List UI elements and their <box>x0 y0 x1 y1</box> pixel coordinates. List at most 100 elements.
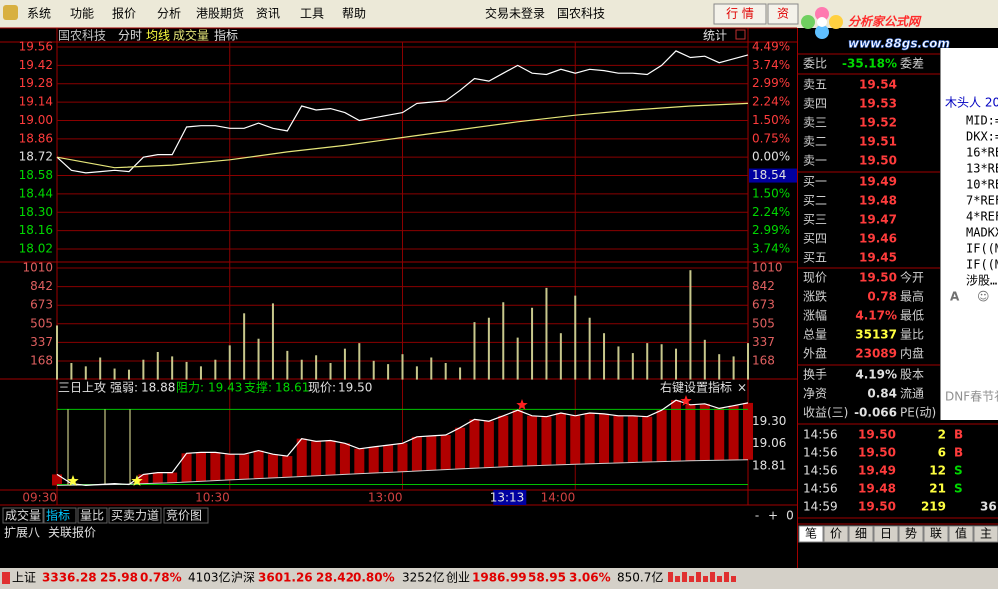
volume-tick-label: 168 <box>752 354 775 368</box>
stats-label[interactable]: 统计 <box>703 29 727 43</box>
indicator-tick-label: 19.06 <box>752 436 786 450</box>
volume-bar <box>199 366 202 380</box>
panel-label: 卖五 <box>803 78 827 92</box>
indicator-bar <box>52 474 62 486</box>
stats-box[interactable] <box>735 29 746 40</box>
y-tick-label: 19.42 <box>19 58 53 72</box>
panel-tab-label[interactable]: 主 <box>980 527 992 541</box>
volume-bar <box>487 317 490 380</box>
volume-tick-label: 505 <box>752 316 775 330</box>
tick-side: B <box>954 446 963 460</box>
top-button-label[interactable]: 资 <box>777 7 789 21</box>
header-series: 均线 <box>146 29 170 43</box>
index-field: 1986.99 <box>472 571 527 585</box>
menu-item[interactable]: 帮助 <box>342 7 366 21</box>
panel-tab[interactable] <box>923 525 949 543</box>
panel-label: 买三 <box>803 213 827 227</box>
menu-item[interactable]: 分析 <box>157 7 181 21</box>
sub-tab[interactable]: 关联报价 <box>48 525 96 540</box>
bottom-tab[interactable] <box>43 507 77 524</box>
indicator-bar <box>282 456 293 478</box>
panel-tab-label[interactable]: 笔 <box>805 526 817 541</box>
popup-icon[interactable]: A <box>950 290 960 304</box>
bottom-tab-label[interactable]: 竞价图 <box>166 509 202 523</box>
popup-icon[interactable]: ☺ <box>977 290 990 304</box>
volume-tick-label: 842 <box>752 279 775 293</box>
menu-item[interactable]: 港股期货 <box>196 6 244 21</box>
status-meter <box>710 572 715 582</box>
indicator-bar <box>699 403 710 461</box>
panel-tab[interactable] <box>798 525 824 543</box>
header-item[interactable]: 指标 <box>214 28 238 43</box>
indicator-bar <box>743 402 753 460</box>
index-name: 上证 <box>12 571 36 585</box>
bottom-tab-label[interactable]: 量比 <box>80 509 104 523</box>
volume-bar <box>257 338 260 380</box>
panel-value: 19.47 <box>859 213 897 227</box>
volume-tick-label: 337 <box>30 335 53 349</box>
volume-bar <box>300 359 303 380</box>
menu-item[interactable]: 功能 <box>70 7 94 21</box>
panel-label: 外盘 <box>803 346 827 361</box>
menu-item[interactable]: 报价 <box>112 6 136 21</box>
zoom-button[interactable]: 0 <box>786 509 794 523</box>
tick-volume: 6 <box>938 446 946 460</box>
y-tick-label: 18.44 <box>19 186 53 200</box>
volume-bar <box>142 359 145 380</box>
top-button[interactable] <box>713 3 767 25</box>
bottom-tab[interactable] <box>77 507 108 524</box>
volume-bar <box>315 355 318 380</box>
panel-tab[interactable] <box>948 525 974 543</box>
tick-time: 14:56 <box>803 428 838 442</box>
zoom-button[interactable]: - <box>755 509 759 523</box>
indicator-tick-label: 19.30 <box>752 414 786 428</box>
panel-tab-label[interactable]: 值 <box>955 526 967 541</box>
popup-line: 4*REF <box>966 210 998 224</box>
popup-line: MADKX <box>966 226 998 240</box>
indicator-bar <box>613 415 624 463</box>
panel-tab[interactable] <box>973 525 998 543</box>
bottom-tab[interactable] <box>2 507 44 524</box>
panel-tab-label[interactable]: 价 <box>830 527 842 541</box>
indicator-bar <box>354 448 365 474</box>
index-field: 3.06% <box>569 571 611 585</box>
bottom-tab[interactable] <box>163 507 209 524</box>
panel-tab-label[interactable]: 势 <box>905 527 917 541</box>
panel-tab-label[interactable]: 日 <box>880 527 892 541</box>
panel-tab[interactable] <box>848 525 874 543</box>
bottom-tab-label[interactable]: 成交量 <box>5 508 41 523</box>
indicator-bar <box>656 410 667 462</box>
panel-tab-label[interactable]: 细 <box>855 527 867 541</box>
panel-value: 23089 <box>855 347 897 361</box>
panel-tab[interactable] <box>873 525 899 543</box>
panel-tab[interactable] <box>823 525 849 543</box>
top-button-label[interactable]: 行 情 <box>726 7 754 21</box>
signal-star <box>680 395 692 406</box>
sub-tab[interactable]: 扩展八 <box>4 526 40 540</box>
indicator-bar <box>714 408 725 461</box>
bottom-tab-label[interactable]: 指标 <box>46 508 70 523</box>
menu-item[interactable]: 系统 <box>27 7 51 21</box>
indicator-close[interactable]: × <box>737 381 747 395</box>
panel-value: 0.84 <box>867 387 897 401</box>
indicator-value: 18.61 <box>275 381 309 395</box>
zoom-button[interactable]: + <box>768 509 778 523</box>
panel-tab[interactable] <box>898 525 924 543</box>
tick-time: 14:59 <box>803 500 838 514</box>
indicator-price-line <box>56 399 749 487</box>
menu-item[interactable]: 资讯 <box>256 7 280 21</box>
menu-item[interactable]: 工具 <box>300 7 324 21</box>
indicator-bar <box>239 454 250 480</box>
panel-tab-label[interactable]: 联 <box>930 527 942 541</box>
status-meter <box>689 576 694 582</box>
indicator-label: 现价: <box>308 381 336 395</box>
status-meter <box>724 572 729 582</box>
popup-line: 13*REF <box>966 162 998 176</box>
bottom-tab[interactable] <box>108 507 162 524</box>
top-button[interactable] <box>767 3 799 25</box>
petal <box>815 7 829 21</box>
bottom-tab-label[interactable]: 买卖力道 <box>111 509 159 523</box>
volume-tick-label: 337 <box>752 335 775 349</box>
y-tick-label: 19.14 <box>19 95 53 109</box>
indicator-hint[interactable]: 右键设置指标 <box>660 380 732 395</box>
